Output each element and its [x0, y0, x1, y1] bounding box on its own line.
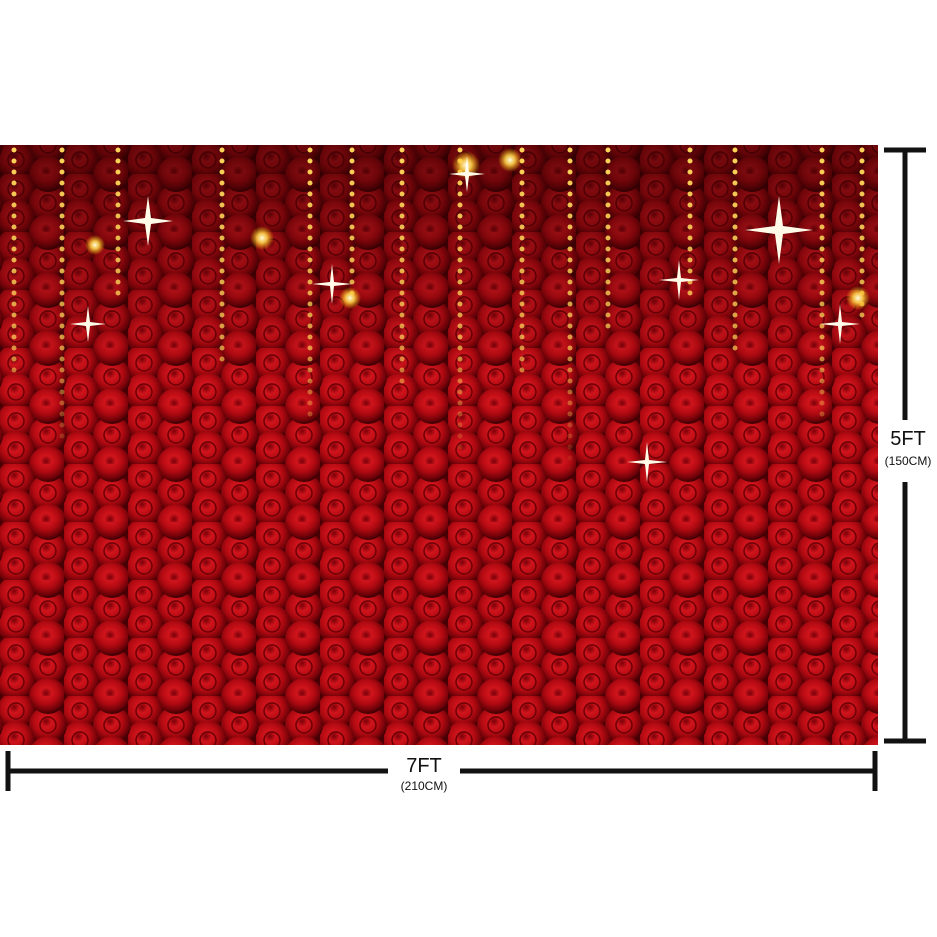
bokeh	[85, 148, 870, 310]
shade	[0, 145, 878, 375]
height-metric: (150CM)	[885, 454, 932, 468]
width-metric: (210CM)	[401, 779, 448, 793]
height-dimension	[884, 147, 926, 744]
sparkles	[70, 156, 860, 482]
width-dimension	[5, 751, 878, 791]
width-label: 7FT	[406, 755, 442, 777]
height-label: 5FT	[890, 428, 926, 450]
backdrop-photo	[0, 145, 878, 745]
